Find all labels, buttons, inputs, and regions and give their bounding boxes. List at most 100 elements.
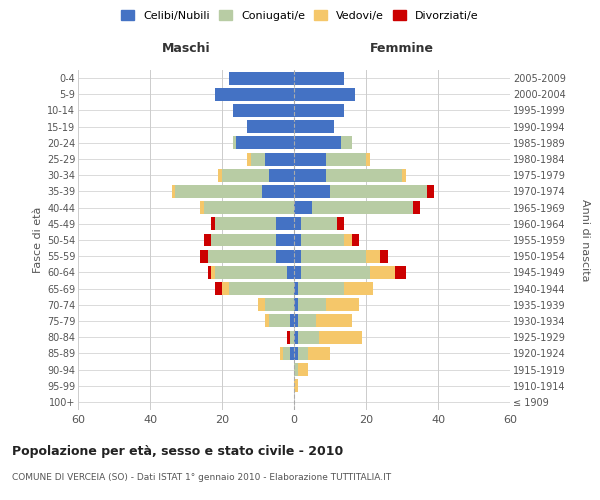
Y-axis label: Fasce di età: Fasce di età	[32, 207, 43, 273]
Bar	[298, 282, 344, 295]
Text: COMUNE DI VERCEIA (SO) - Dati ISTAT 1° gennaio 2010 - Elaborazione TUTTITALIA.IT: COMUNE DI VERCEIA (SO) - Dati ISTAT 1° g…	[12, 472, 391, 482]
Bar	[208, 266, 211, 279]
Bar	[298, 330, 319, 344]
Bar	[269, 314, 290, 328]
Bar	[301, 218, 337, 230]
Bar	[298, 298, 326, 311]
Bar	[290, 314, 294, 328]
Bar	[298, 314, 316, 328]
Bar	[208, 250, 276, 262]
Bar	[251, 152, 265, 166]
Bar	[312, 201, 413, 214]
Bar	[344, 234, 352, 246]
Bar	[301, 250, 366, 262]
Legend: Celibi/Nubili, Coniugati/e, Vedovi/e, Divorziati/e: Celibi/Nubili, Coniugati/e, Vedovi/e, Di…	[117, 6, 483, 25]
Bar	[211, 266, 215, 279]
Bar	[326, 298, 359, 311]
Bar	[233, 104, 294, 117]
Bar	[344, 282, 373, 295]
Bar	[301, 234, 344, 246]
Bar	[319, 330, 362, 344]
Bar	[326, 152, 366, 166]
Bar	[287, 330, 290, 344]
Bar	[215, 282, 222, 295]
Bar	[298, 363, 308, 376]
Text: Maschi: Maschi	[161, 42, 211, 55]
Bar	[294, 120, 334, 133]
Bar	[233, 136, 236, 149]
Bar	[316, 314, 352, 328]
Bar	[215, 88, 294, 101]
Bar	[222, 169, 269, 181]
Bar	[380, 250, 388, 262]
Bar	[215, 218, 276, 230]
Bar	[236, 136, 294, 149]
Bar	[294, 250, 301, 262]
Bar	[330, 185, 427, 198]
Bar	[308, 347, 330, 360]
Bar	[294, 136, 341, 149]
Bar	[229, 282, 294, 295]
Bar	[294, 218, 301, 230]
Bar	[294, 72, 344, 85]
Bar	[294, 169, 326, 181]
Bar	[276, 250, 294, 262]
Bar	[326, 169, 402, 181]
Bar	[290, 347, 294, 360]
Bar	[294, 201, 312, 214]
Bar	[294, 234, 301, 246]
Bar	[247, 152, 251, 166]
Bar	[294, 185, 330, 198]
Bar	[294, 298, 298, 311]
Bar	[294, 88, 355, 101]
Bar	[402, 169, 406, 181]
Bar	[287, 266, 294, 279]
Bar	[294, 347, 298, 360]
Bar	[258, 298, 265, 311]
Bar	[341, 136, 352, 149]
Bar	[294, 379, 298, 392]
Bar	[204, 201, 294, 214]
Bar	[298, 347, 308, 360]
Bar	[204, 234, 211, 246]
Bar	[413, 201, 420, 214]
Bar	[276, 234, 294, 246]
Bar	[294, 266, 301, 279]
Bar	[211, 234, 276, 246]
Bar	[218, 169, 222, 181]
Bar	[265, 152, 294, 166]
Bar	[175, 185, 262, 198]
Bar	[215, 266, 287, 279]
Text: Femmine: Femmine	[370, 42, 434, 55]
Bar	[172, 185, 175, 198]
Y-axis label: Anni di nascita: Anni di nascita	[580, 198, 590, 281]
Bar	[290, 330, 294, 344]
Bar	[229, 72, 294, 85]
Bar	[269, 169, 294, 181]
Bar	[280, 347, 283, 360]
Bar	[200, 250, 208, 262]
Bar	[283, 347, 290, 360]
Bar	[427, 185, 434, 198]
Bar	[265, 298, 294, 311]
Bar	[352, 234, 359, 246]
Bar	[366, 152, 370, 166]
Bar	[366, 250, 380, 262]
Bar	[200, 201, 204, 214]
Bar	[222, 282, 229, 295]
Bar	[395, 266, 406, 279]
Bar	[294, 314, 298, 328]
Text: Popolazione per età, sesso e stato civile - 2010: Popolazione per età, sesso e stato civil…	[12, 445, 343, 458]
Bar	[294, 104, 344, 117]
Bar	[265, 314, 269, 328]
Bar	[370, 266, 395, 279]
Bar	[211, 218, 215, 230]
Bar	[337, 218, 344, 230]
Bar	[276, 218, 294, 230]
Bar	[294, 282, 298, 295]
Bar	[294, 152, 326, 166]
Bar	[301, 266, 370, 279]
Bar	[294, 330, 298, 344]
Bar	[247, 120, 294, 133]
Bar	[262, 185, 294, 198]
